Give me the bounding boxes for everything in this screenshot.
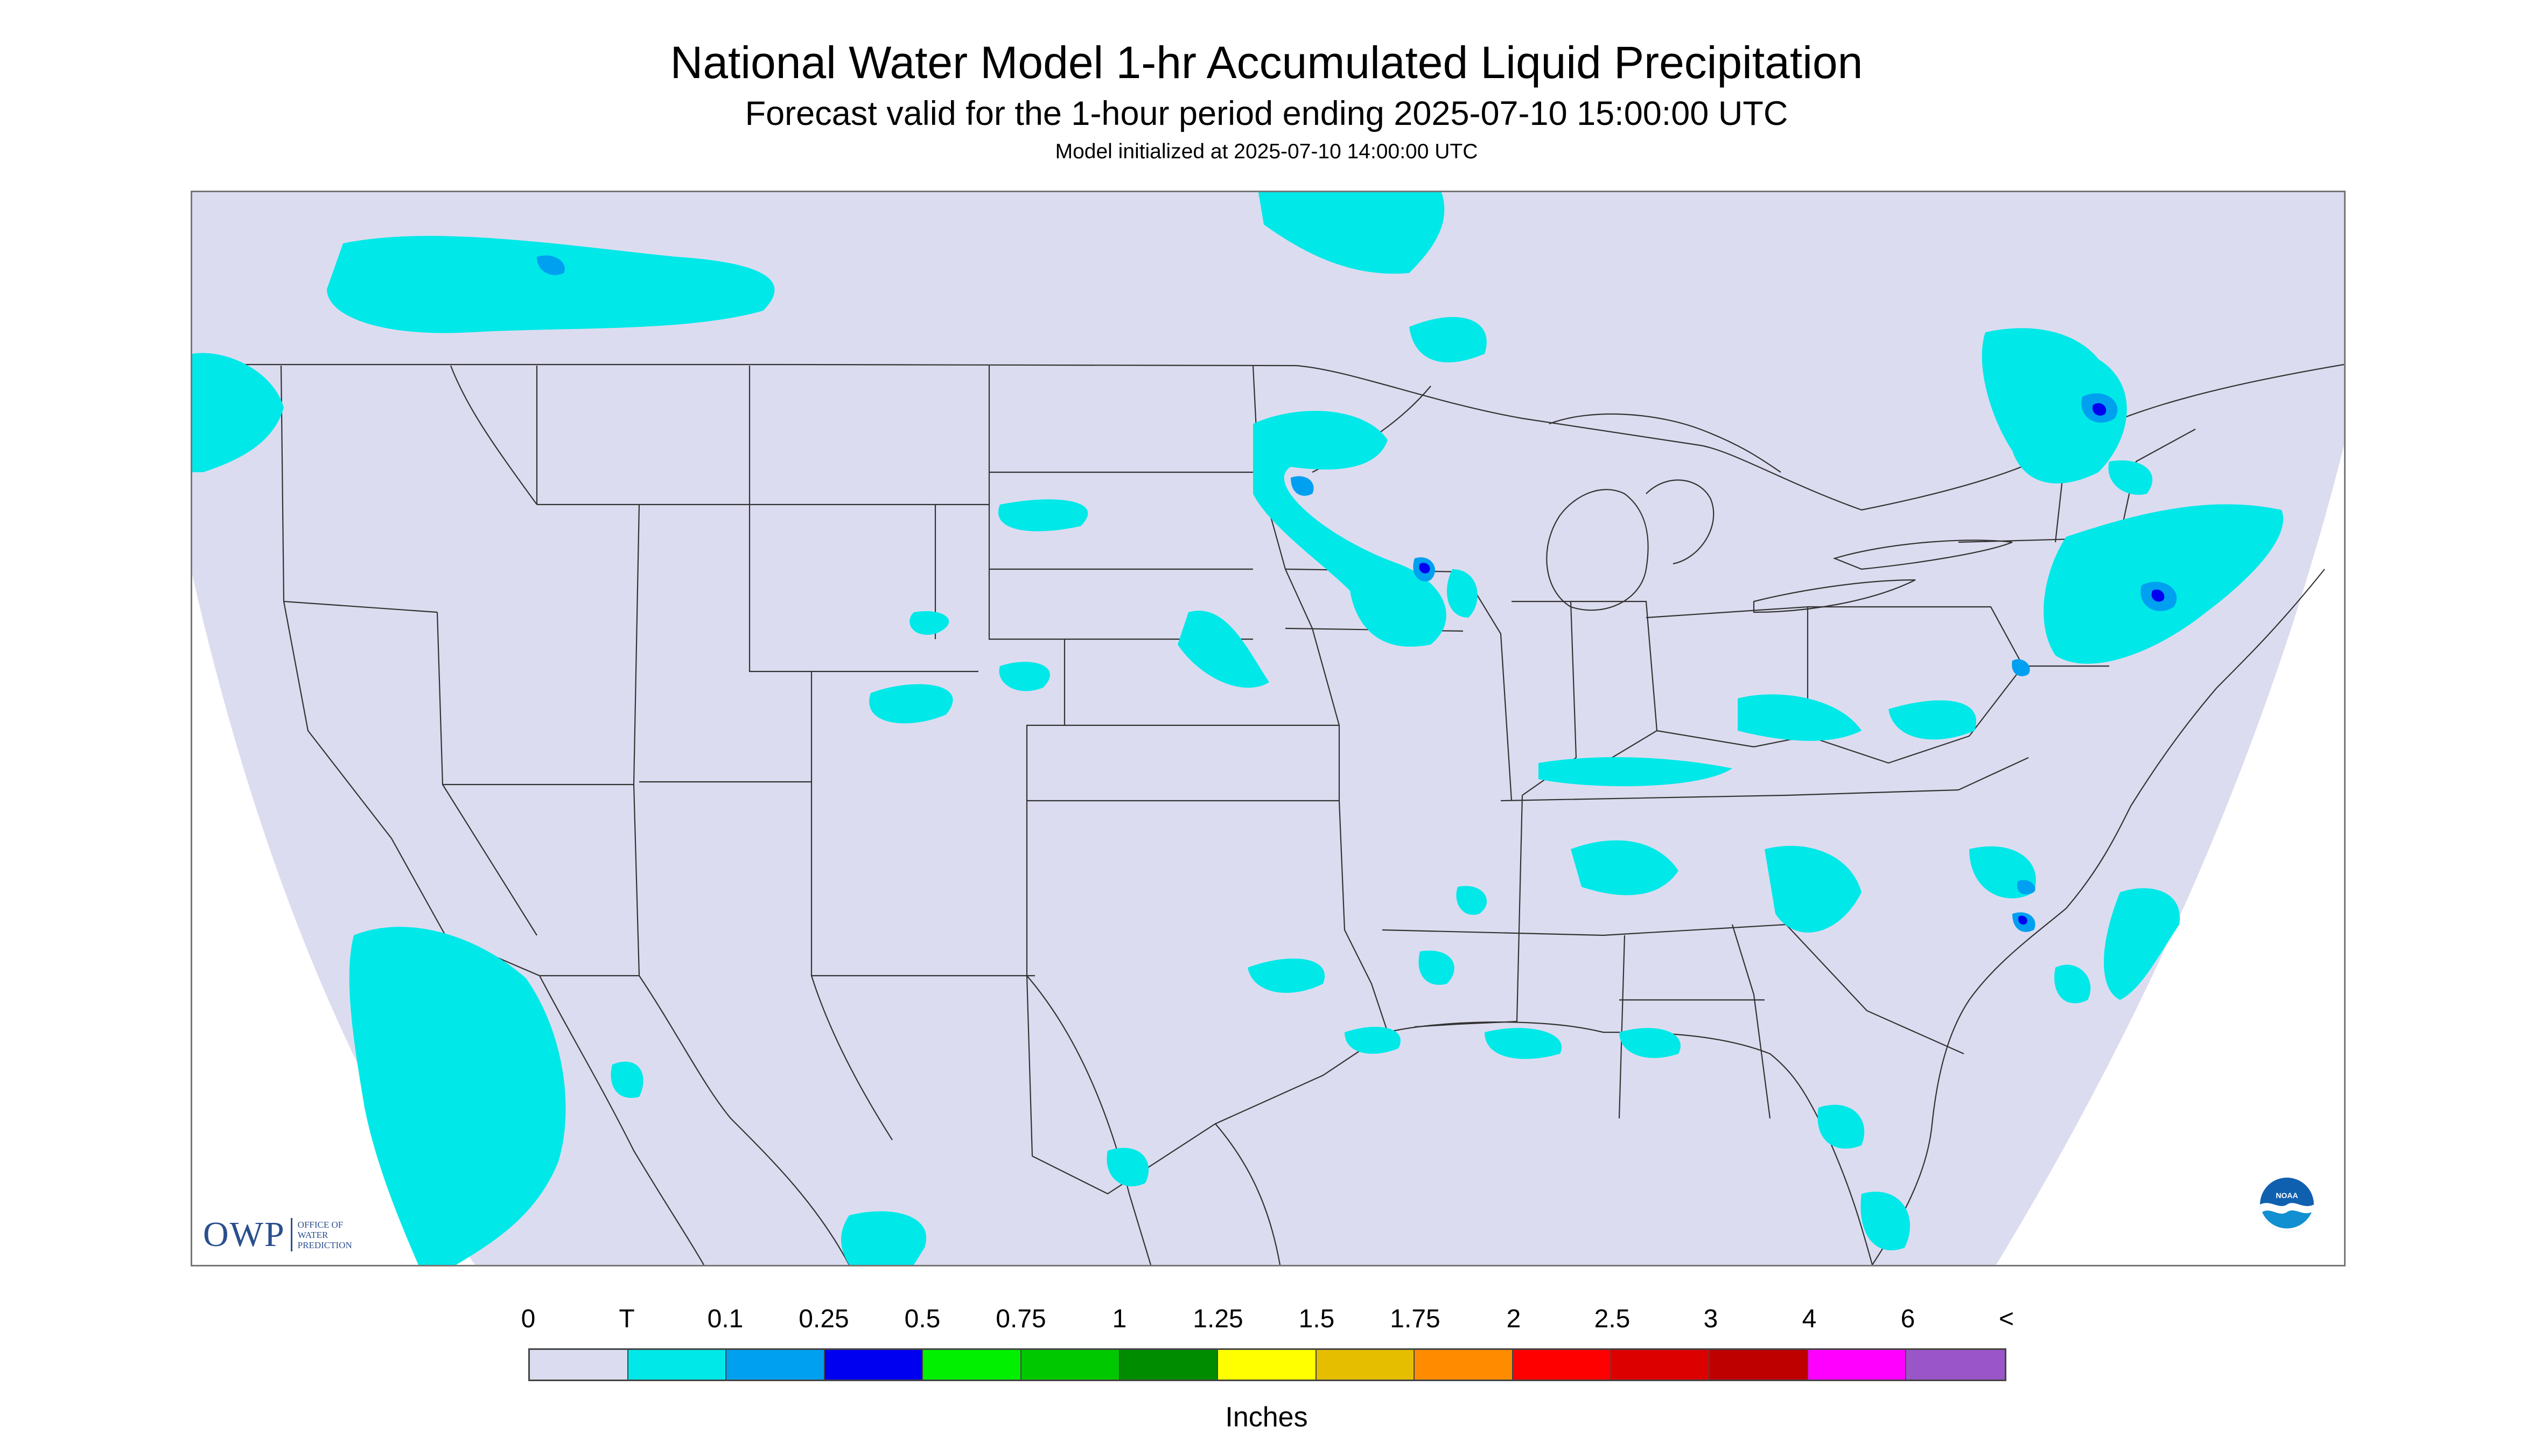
legend-swatch <box>530 1350 628 1380</box>
legend-swatch <box>824 1350 923 1380</box>
legend-tick-label: 0.1 <box>707 1305 744 1333</box>
map-title: National Water Model 1-hr Accumulated Li… <box>670 37 1863 88</box>
owp-logo-divider <box>290 1218 292 1251</box>
legend-tick-label: 0.75 <box>996 1305 1046 1333</box>
model-init-line: Model initialized at 2025-07-10 14:00:00… <box>1055 140 1478 163</box>
precip-trace-areas <box>192 192 2284 1265</box>
legend-tick-label: < <box>1998 1305 2014 1333</box>
legend-color-bar <box>528 1348 2006 1381</box>
owp-logo: OWP OFFICE OF WATER PREDICTION <box>203 1214 352 1255</box>
political-boundaries <box>192 363 2344 1265</box>
legend-tick-label: 1.25 <box>1193 1305 1243 1333</box>
legend-swatch <box>1513 1350 1612 1380</box>
noaa-logo: NOAA <box>2260 1178 2314 1231</box>
legend-swatch <box>726 1350 825 1380</box>
legend-swatch <box>1218 1350 1317 1380</box>
legend-swatch <box>1415 1350 1513 1380</box>
legend-swatch <box>1611 1350 1710 1380</box>
precip-moderate-areas <box>1419 403 2165 925</box>
legend-swatch <box>1316 1350 1415 1380</box>
legend-swatch <box>1119 1350 1219 1380</box>
legend-tick-label: 0 <box>521 1305 536 1333</box>
precipitation-map: NOAA <box>192 192 2344 1265</box>
legend-tick-label: 0.5 <box>904 1305 941 1333</box>
owp-logo-subtext: OFFICE OF WATER PREDICTION <box>297 1219 352 1250</box>
owp-logo-text: OWP <box>203 1215 285 1254</box>
legend-tick-label: 1 <box>1112 1305 1127 1333</box>
legend-tick-label: 1.5 <box>1298 1305 1335 1333</box>
legend-swatch <box>1710 1350 1808 1380</box>
legend-tick-label: 1.75 <box>1390 1305 1440 1333</box>
legend-swatch <box>1021 1350 1120 1380</box>
map-panel: NOAA OWP OFFICE OF WATER PREDICTION <box>191 191 2346 1266</box>
map-subtitle: Forecast valid for the 1-hour period end… <box>745 95 1788 132</box>
legend-swatch <box>1906 1350 2005 1380</box>
legend-tick-label: 2.5 <box>1594 1305 1631 1333</box>
legend-tick-label: 6 <box>1900 1305 1915 1333</box>
legend-tick-label: 2 <box>1506 1305 1521 1333</box>
legend-tick-label: 3 <box>1703 1305 1718 1333</box>
svg-text:NOAA: NOAA <box>2276 1191 2298 1200</box>
legend-units-label: Inches <box>1225 1402 1308 1433</box>
precip-light-areas <box>537 255 2177 932</box>
legend-tick-label: 4 <box>1802 1305 1817 1333</box>
legend-tick-label: T <box>619 1305 635 1333</box>
legend-swatch <box>923 1350 1021 1380</box>
legend-swatch <box>1808 1350 1907 1380</box>
legend-tick-label: 0.25 <box>799 1305 849 1333</box>
model-domain <box>192 192 2344 1265</box>
legend-swatch <box>628 1350 727 1380</box>
